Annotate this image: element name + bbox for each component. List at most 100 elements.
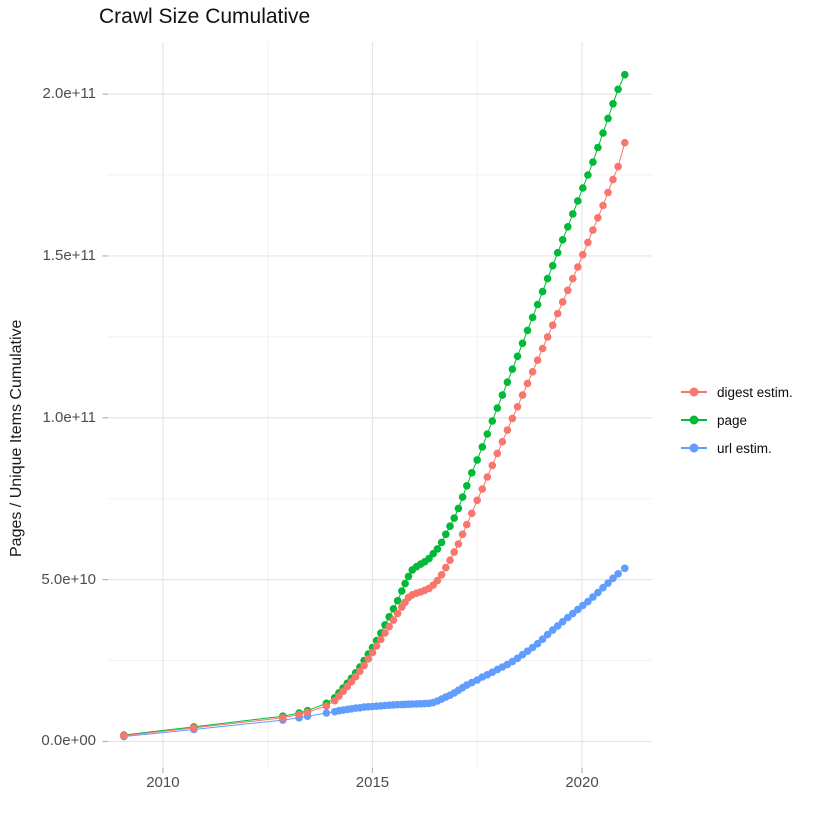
data-point: [579, 184, 587, 192]
data-point: [569, 609, 577, 618]
data-point: [437, 538, 446, 547]
x-tick-label: 2010: [146, 774, 180, 791]
data-point: [621, 70, 629, 79]
data-point: [584, 171, 592, 179]
y-tick-label: 1.5e+11: [42, 246, 96, 264]
data-point: [404, 572, 413, 581]
data-point: [473, 456, 482, 464]
data-point: [594, 143, 602, 152]
data-point: [446, 556, 454, 564]
y-axis-title: Pages / Unique Items Cumulative: [8, 319, 25, 557]
data-point: [558, 236, 567, 244]
data-point: [389, 616, 398, 624]
data-point: [589, 593, 597, 601]
data-point: [488, 461, 497, 470]
data-point: [569, 210, 577, 218]
data-point: [609, 574, 617, 583]
data-point: [303, 708, 312, 717]
data-point: [433, 576, 442, 585]
data-point: [604, 579, 612, 587]
legend-item: url estim.: [681, 434, 793, 462]
chart-title: Crawl Size Cumulative: [99, 5, 311, 28]
data-point: [493, 404, 502, 412]
legend-key-icon: [681, 384, 707, 400]
data-point: [543, 630, 552, 639]
data-point: [503, 378, 512, 387]
data-point: [614, 85, 622, 94]
data-point: [553, 622, 562, 630]
data-point: [190, 724, 198, 732]
data-point: [322, 709, 331, 717]
data-point: [372, 642, 381, 650]
data-point: [401, 579, 409, 588]
data-point: [454, 504, 463, 513]
data-point: [528, 313, 537, 322]
legend-item: digest estim.: [681, 378, 793, 406]
data-point: [599, 129, 607, 137]
data-point: [584, 597, 592, 606]
data-point: [360, 661, 368, 670]
data-point: [553, 309, 562, 318]
data-point: [614, 162, 622, 171]
data-point: [468, 509, 476, 518]
data-point: [442, 530, 450, 539]
data-point: [569, 274, 577, 283]
data-point: [621, 564, 629, 573]
data-point: [594, 214, 602, 222]
legend-item: page: [681, 406, 793, 434]
data-point: [564, 286, 572, 295]
legend-key-icon: [681, 440, 707, 456]
legend-label: url estim.: [717, 440, 772, 456]
data-point: [442, 563, 450, 572]
data-point: [468, 469, 476, 477]
data-point: [463, 482, 471, 490]
y-tick-label: 1.0e+11: [42, 408, 96, 426]
data-point: [295, 710, 303, 719]
data-point: [381, 629, 389, 637]
data-point: [621, 138, 629, 147]
data-point: [393, 596, 402, 605]
data-point: [528, 368, 537, 376]
data-point: [594, 588, 602, 597]
data-point: [518, 391, 527, 399]
legend-key-icon: [681, 412, 707, 428]
data-point: [478, 443, 487, 451]
data-point: [543, 274, 552, 283]
x-tick-label: 2020: [565, 774, 599, 791]
data-point: [589, 158, 597, 166]
data-point: [364, 655, 373, 663]
data-point: [454, 540, 463, 548]
legend: digest estim. page url estim.: [681, 378, 793, 462]
data-point: [538, 287, 547, 296]
data-point: [498, 391, 507, 399]
data-point: [503, 426, 512, 434]
data-point: [356, 667, 364, 675]
data-point: [533, 356, 542, 365]
data-point: [437, 571, 446, 579]
data-point: [599, 583, 607, 592]
data-point: [604, 188, 612, 197]
data-point: [609, 175, 617, 184]
x-tick-label: 2015: [355, 774, 390, 791]
data-point: [458, 493, 467, 501]
data-point: [433, 545, 442, 553]
y-tick-label: 5.0e+10: [41, 570, 96, 588]
data-point: [463, 520, 471, 529]
data-point: [385, 622, 394, 631]
data-point: [368, 648, 377, 657]
legend-label: page: [717, 412, 748, 428]
data-point: [558, 298, 567, 306]
data-point: [564, 223, 572, 231]
data-point: [450, 548, 459, 556]
data-point: [488, 417, 497, 425]
y-tick-label: 0.0e+00: [41, 732, 96, 750]
data-point: [351, 672, 360, 681]
data-point: [574, 197, 582, 205]
data-point: [538, 344, 547, 353]
data-point: [513, 403, 522, 411]
data-point: [584, 238, 592, 247]
data-point: [478, 485, 487, 493]
data-point: [279, 714, 287, 722]
data-point: [523, 379, 532, 388]
